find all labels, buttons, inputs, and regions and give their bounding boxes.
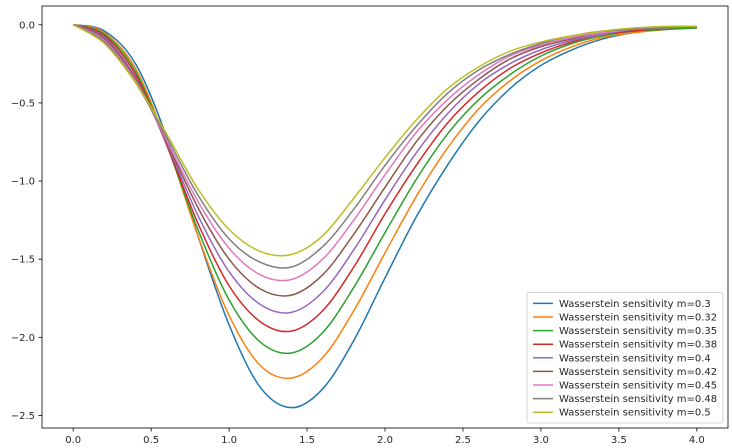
y-tick-label: 0.0 [19,20,35,31]
legend-label: Wasserstein sensitivity m=0.38 [559,340,717,351]
legend-label: Wasserstein sensitivity m=0.32 [559,313,717,324]
y-tick-label: −2.0 [11,333,35,344]
x-tick-label: 4.0 [689,435,705,446]
legend-label: Wasserstein sensitivity m=0.5 [559,408,711,419]
x-tick-label: 1.0 [221,435,237,446]
y-tick-label: −1.5 [11,255,35,266]
series-line-6 [72,24,697,282]
series-line-8 [72,24,697,257]
x-tick-label: 3.5 [611,435,627,446]
legend-label: Wasserstein sensitivity m=0.3 [559,299,711,310]
legend-label: Wasserstein sensitivity m=0.4 [559,353,711,364]
y-tick-label: −2.5 [11,411,35,422]
x-tick-label: 2.5 [455,435,471,446]
x-tick-label: 3.0 [533,435,549,446]
x-tick-label: 2.0 [377,435,393,446]
legend-label: Wasserstein sensitivity m=0.48 [559,394,717,405]
y-tick-label: −1.0 [11,177,35,188]
y-tick-label: −0.5 [11,98,35,109]
x-tick-label: 0.0 [65,435,81,446]
x-tick-label: 1.5 [299,435,315,446]
legend: Wasserstein sensitivity m=0.3 Wasserstein… [526,292,724,424]
legend-label: Wasserstein sensitivity m=0.35 [559,326,717,337]
x-tick-label: 0.5 [143,435,159,446]
series-line-5 [72,24,697,297]
series-layer [72,24,697,409]
legend-label: Wasserstein sensitivity m=0.42 [559,367,717,378]
series-line-3 [72,24,697,333]
y-axis: 0.0 −0.5 −1.0 −1.5 −2.0 −2.5 [11,20,42,422]
x-axis: 0.0 0.5 1.0 1.5 2.0 2.5 3.0 3.5 4.0 [65,428,705,446]
legend-box [526,292,724,424]
series-line-4 [72,24,697,314]
legend-label: Wasserstein sensitivity m=0.45 [559,381,717,392]
